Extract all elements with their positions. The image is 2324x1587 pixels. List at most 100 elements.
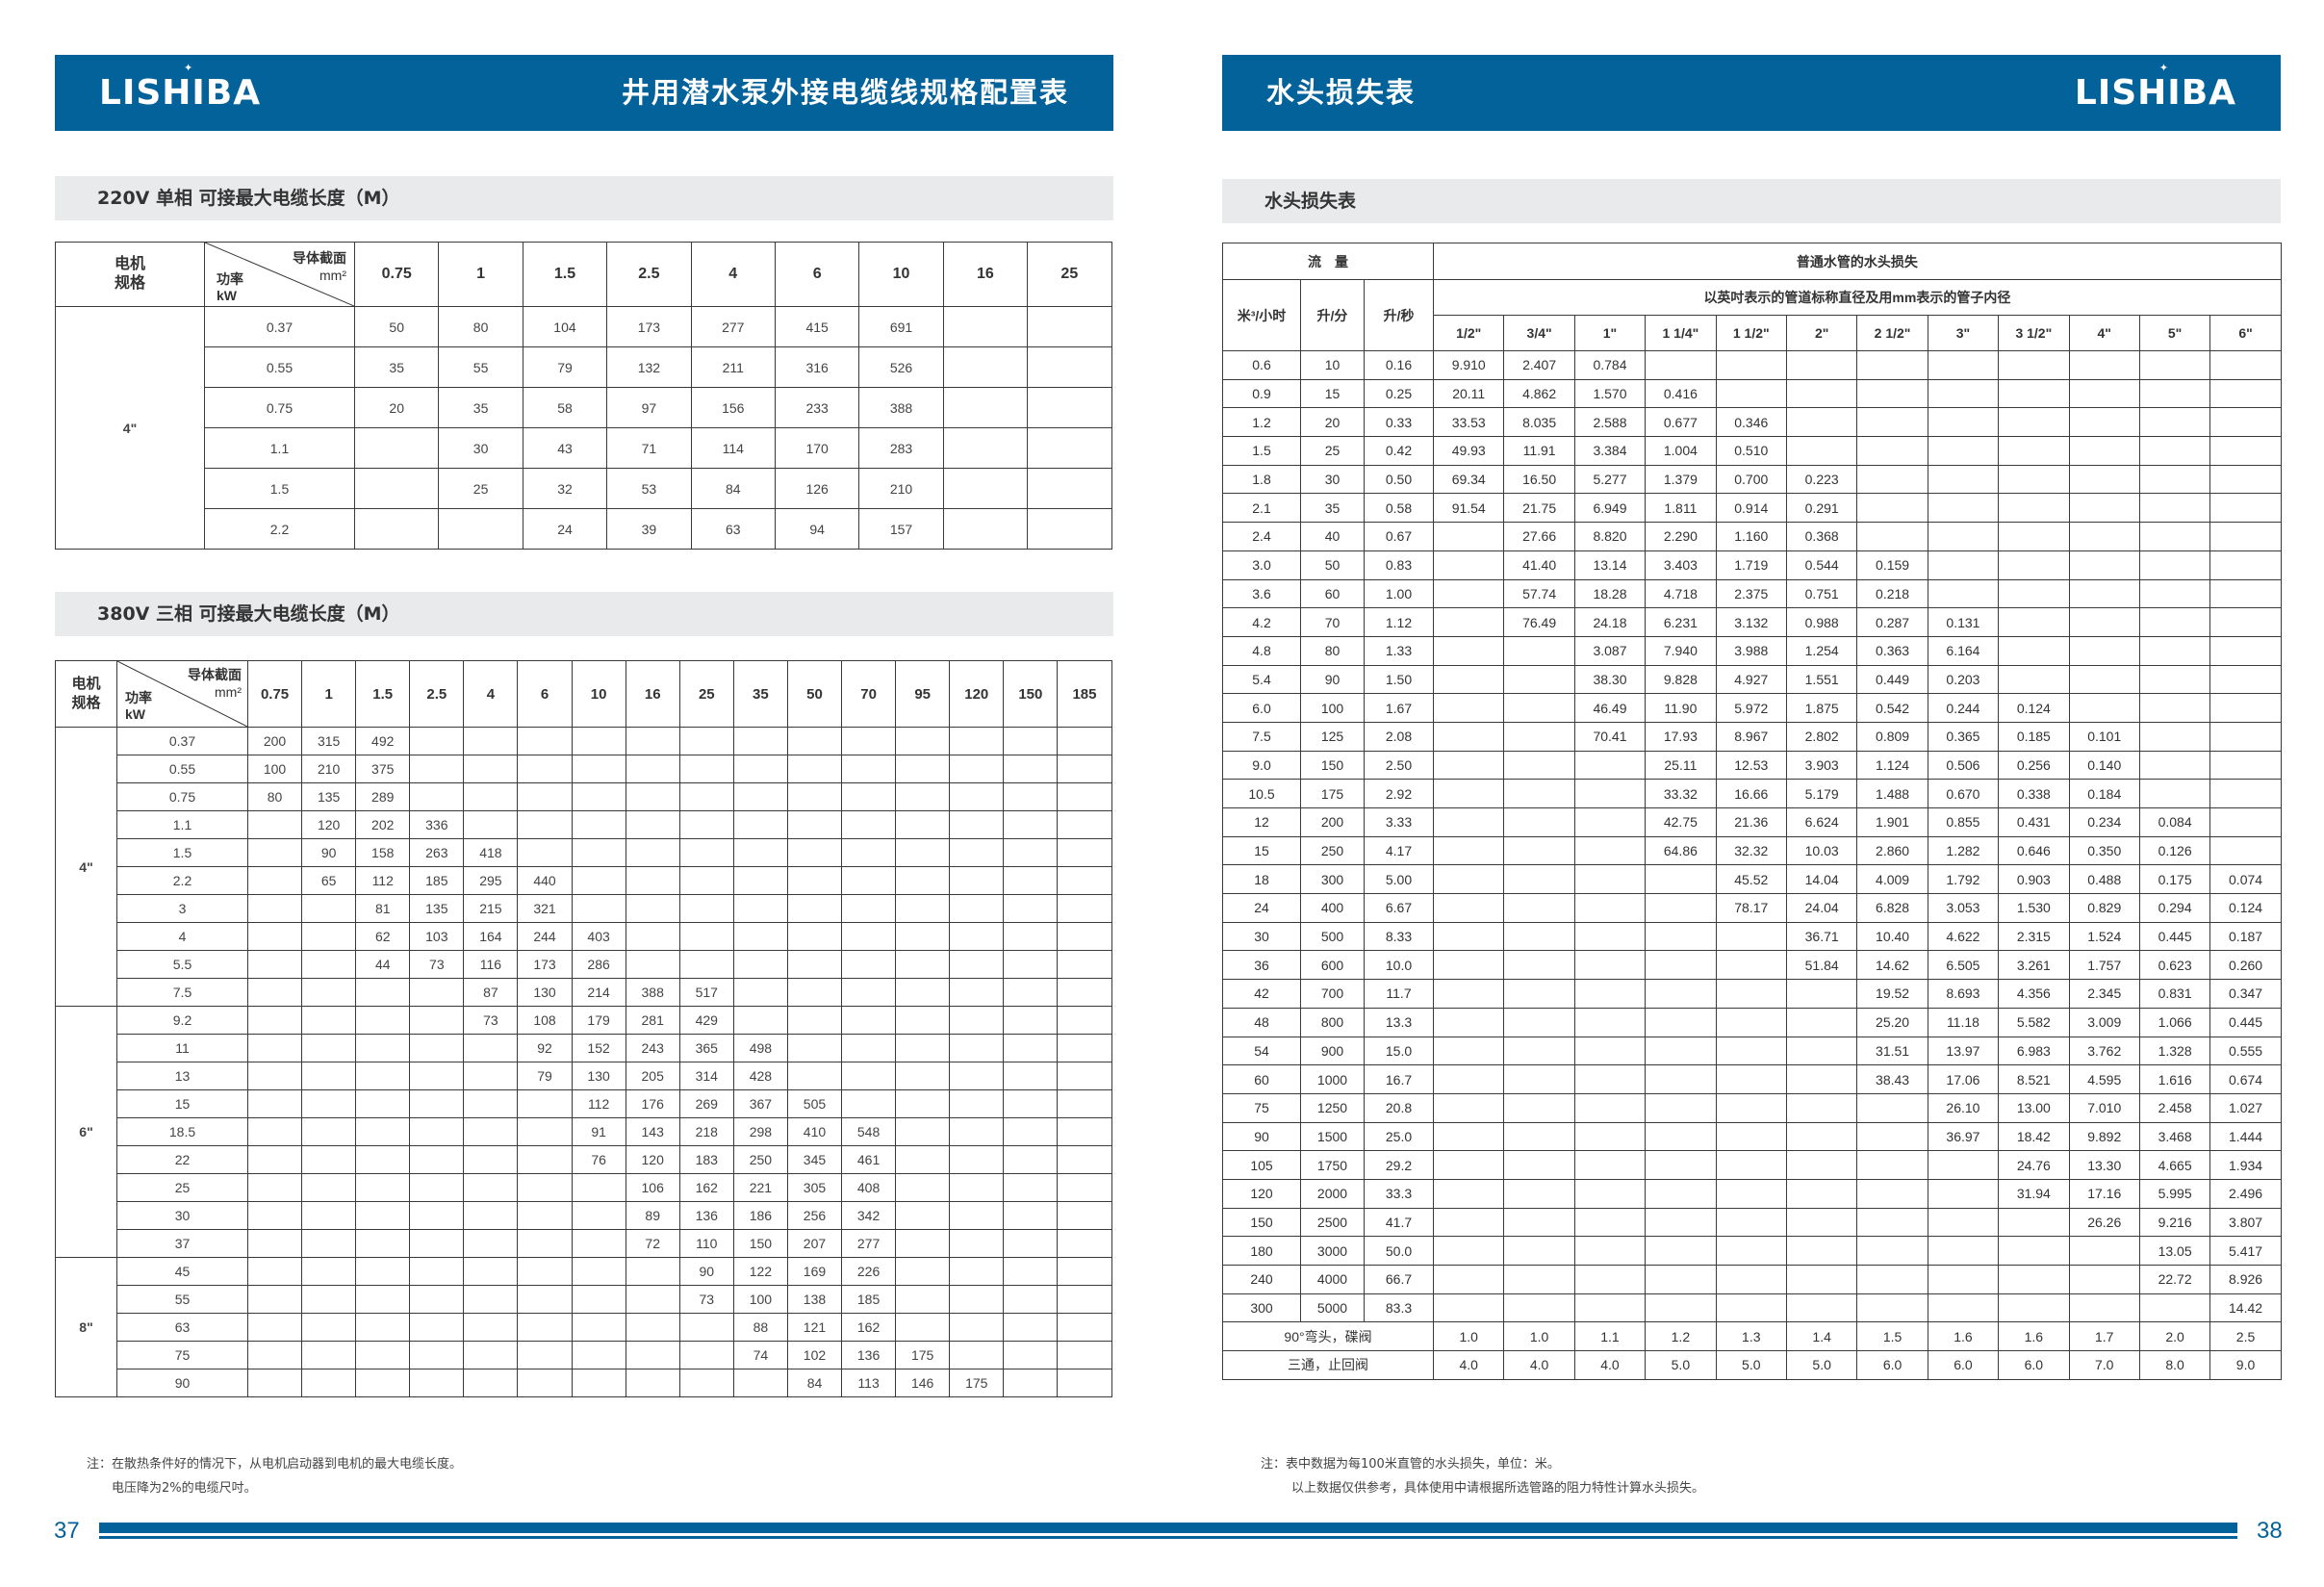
head-loss-cell [2138, 693, 2211, 723]
head-loss-cell [1645, 1064, 1717, 1094]
head-loss-cell [1785, 1207, 1858, 1238]
length-cell [409, 1062, 465, 1090]
power-cell: 63 [116, 1313, 248, 1342]
section-title: 380V 三相 可接最大电缆长度（M） [97, 603, 400, 625]
flow-m3h-cell: 24 [1222, 893, 1301, 923]
length-cell: 146 [895, 1369, 951, 1397]
length-cell [463, 1285, 519, 1314]
flow-lps-cell: 0.42 [1363, 436, 1435, 466]
head-loss-cell: 1.901 [1856, 807, 1928, 837]
length-cell: 295 [463, 866, 519, 895]
length-cell [301, 1006, 357, 1035]
head-loss-cell [2068, 1236, 2140, 1266]
head-loss-cell: 45.52 [1715, 864, 1787, 895]
length-cell: 173 [606, 306, 692, 347]
head-loss-cell: 0.544 [1785, 550, 1858, 580]
head-loss-cell: 0.260 [2209, 950, 2282, 981]
length-cell [895, 782, 951, 811]
footer-bar-thin [99, 1536, 2237, 1539]
length-cell [625, 894, 680, 923]
length-cell [463, 727, 519, 755]
head-loss-cell: 0.903 [1998, 864, 2070, 895]
length-cell [571, 1257, 626, 1286]
length-cell [463, 1034, 519, 1062]
head-loss-cell: 0.677 [1645, 407, 1717, 438]
length-cell [625, 810, 680, 839]
length-cell [678, 755, 734, 783]
head-loss-cell: 9.892 [2068, 1121, 2140, 1152]
header-pipe-size: 1" [1573, 315, 1647, 351]
flow-m3h-cell: 42 [1222, 979, 1301, 1009]
length-cell: 316 [774, 346, 860, 388]
length-cell [517, 755, 573, 783]
length-cell [463, 1313, 519, 1342]
length-cell [786, 978, 843, 1007]
table-row: 6.0 100 1.67 46.49 11.90 5.972 1.875 0.542 0.244… [1222, 693, 2282, 723]
head-loss-cell [2209, 378, 2282, 409]
length-cell [355, 1145, 411, 1174]
length-cell [1027, 427, 1112, 469]
head-loss-cell: 31.94 [1998, 1178, 2070, 1209]
length-cell [1057, 1006, 1112, 1035]
head-loss-cell [1715, 1121, 1787, 1152]
flow-m3h-cell: 3.6 [1222, 578, 1301, 609]
head-loss-cell: 78.17 [1715, 893, 1787, 923]
head-loss-cell [1998, 464, 2070, 495]
head-loss-cell: 3.087 [1573, 635, 1647, 666]
header-size-25: 25 [1027, 242, 1112, 307]
head-loss-cell [1645, 1207, 1717, 1238]
table-row: 37 72 110 150 207 277 [56, 1229, 1112, 1258]
head-loss-cell: 4.009 [1856, 864, 1928, 895]
head-loss-cell [1503, 1121, 1575, 1152]
length-cell [625, 1341, 680, 1369]
length-cell [517, 1201, 573, 1230]
head-loss-cell [2209, 779, 2282, 808]
section-header-380v: 380V 三相 可接最大电缆长度（M） [55, 592, 1113, 636]
length-cell: 162 [678, 1173, 734, 1202]
head-loss-cell: 0.185 [1998, 721, 2070, 752]
length-cell: 375 [355, 755, 411, 783]
head-loss-cell: 8.035 [1503, 407, 1575, 438]
length-cell [732, 1006, 788, 1035]
flow-lps-cell: 20.8 [1363, 1092, 1435, 1123]
head-loss-cell: 0.445 [2209, 1007, 2282, 1037]
head-loss-cell [1573, 950, 1647, 981]
head-loss-cell: 12.53 [1715, 750, 1787, 781]
length-cell [571, 894, 626, 923]
head-loss-cell: 16.50 [1503, 464, 1575, 495]
flow-lpm-cell: 700 [1300, 979, 1365, 1009]
head-loss-cell: 3.261 [1998, 950, 2070, 981]
head-loss-cell [1433, 1064, 1505, 1094]
length-cell [463, 1369, 519, 1397]
table-row: 55 73 100 138 185 [56, 1285, 1112, 1314]
length-cell [625, 1369, 680, 1397]
flow-lps-cell: 0.67 [1363, 522, 1435, 551]
head-loss-cell [1927, 522, 2000, 551]
table-row: 180 3000 50.0 13.05 5.417 [1222, 1236, 2282, 1266]
flow-lps-cell: 1.12 [1363, 607, 1435, 637]
head-loss-cell: 1.875 [1785, 693, 1858, 723]
flow-lps-cell: 41.7 [1363, 1207, 1435, 1238]
header-size-35: 35 [732, 660, 788, 728]
head-loss-cell [1998, 1265, 2070, 1294]
fitting-value-cell: 2.0 [2138, 1321, 2211, 1352]
head-loss-cell [2138, 635, 2211, 666]
length-cell [1003, 1285, 1059, 1314]
length-cell [678, 866, 734, 895]
flow-lps-cell: 6.67 [1363, 893, 1435, 923]
head-loss-cell [1573, 1007, 1647, 1037]
head-loss-cell [2209, 693, 2282, 723]
length-cell [246, 1341, 303, 1369]
table-row: 63 88 121 162 [56, 1313, 1112, 1342]
head-loss-cell [2138, 779, 2211, 808]
head-loss-cell [1433, 721, 1505, 752]
flow-lps-cell: 13.3 [1363, 1007, 1435, 1037]
length-cell: 43 [522, 427, 608, 469]
head-loss-cell [1503, 779, 1575, 808]
head-loss-cell [2068, 1293, 2140, 1323]
head-loss-cell: 6.505 [1927, 950, 2000, 981]
length-cell: 156 [690, 387, 776, 428]
length-cell [517, 838, 573, 867]
length-cell: 185 [841, 1285, 897, 1314]
head-loss-cell: 33.32 [1645, 779, 1717, 808]
